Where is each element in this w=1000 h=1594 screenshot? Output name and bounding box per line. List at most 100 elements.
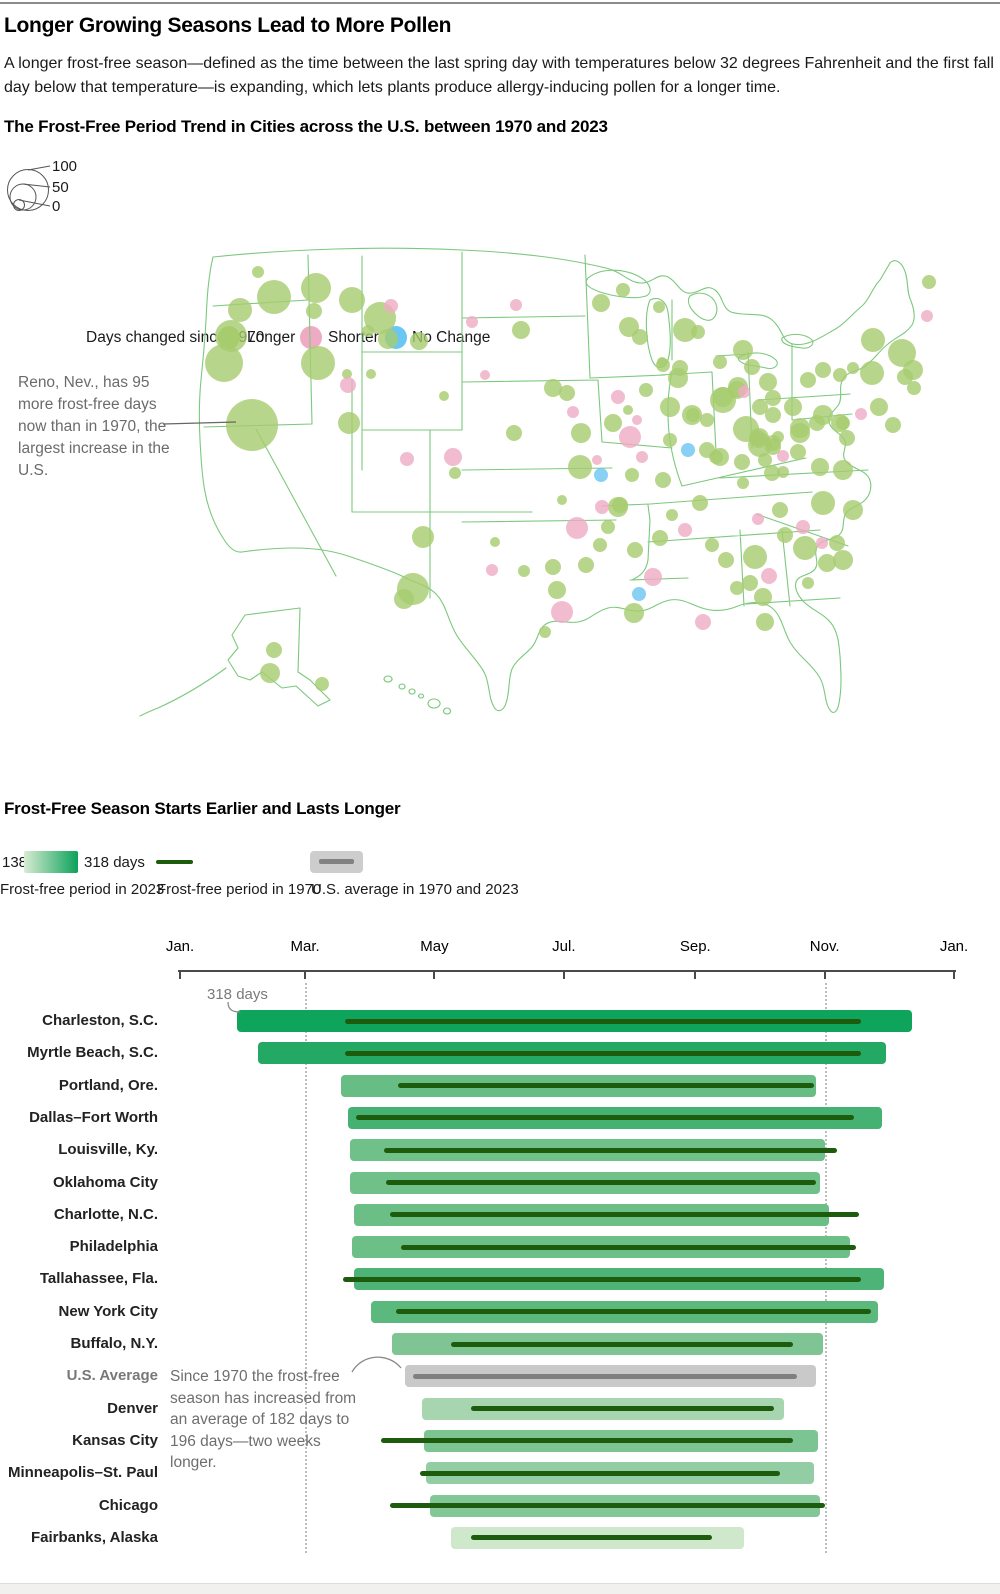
city-label: Tallahassee, Fla. — [39, 1270, 158, 1288]
city-bubble-longer — [652, 530, 668, 546]
city-bubble-longer — [734, 454, 750, 470]
gradient-max-label: 318 days — [84, 854, 145, 871]
city-bubble-longer — [506, 425, 522, 441]
size-tick-0: 0 — [52, 198, 60, 215]
city-bubble-shorter — [855, 408, 867, 420]
city-bubble-longer — [784, 398, 802, 416]
city-bubble-longer — [342, 369, 352, 379]
city-bubble-no-change — [632, 587, 646, 601]
city-bubble-longer — [686, 408, 700, 422]
intro-text: A longer frost-free season—defined as th… — [4, 55, 994, 96]
city-bubble-longer — [713, 387, 733, 407]
city-bubble-longer — [764, 465, 780, 481]
city-bubble-longer — [793, 536, 817, 560]
line-1970 — [345, 1018, 861, 1024]
city-bubble-longer — [639, 383, 653, 397]
city-bubble-shorter — [796, 520, 810, 534]
city-bubble-longer — [394, 589, 414, 609]
month-label-1: Mar. — [290, 938, 320, 955]
line-1970 — [470, 1406, 774, 1412]
legend-1970-label: Frost-free period in 1970 — [157, 881, 322, 898]
us-average-swatch-line-icon — [319, 859, 354, 864]
city-bubble-longer — [800, 372, 816, 388]
top-rule — [0, 2, 1000, 4]
line-1970 — [343, 1276, 861, 1282]
city-label: U.S. Average — [66, 1367, 158, 1385]
city-bubble-longer — [612, 497, 628, 513]
month-tick — [179, 971, 181, 979]
line-1970 — [381, 1438, 793, 1444]
city-bubble-no-change — [681, 443, 695, 457]
city-bubble-longer — [743, 545, 767, 569]
city-bubble-longer — [860, 361, 884, 385]
city-bubble-longer — [742, 575, 758, 591]
city-bubble-longer — [713, 355, 727, 369]
city-bubble-longer — [215, 320, 247, 352]
city-bubble-shorter — [738, 386, 750, 398]
legend-no-change-label: No Change — [412, 329, 491, 346]
month-label-5: Nov. — [809, 938, 840, 955]
city-bubble-longer — [700, 413, 714, 427]
city-bubble-longer — [228, 298, 252, 322]
city-bubble-longer — [818, 554, 836, 572]
city-bubble-shorter — [752, 513, 764, 525]
city-bubble-longer — [772, 502, 788, 518]
city-bubble-longer — [756, 613, 774, 631]
line-1970 — [389, 1503, 825, 1508]
city-label: Dallas–Fort Worth — [29, 1108, 158, 1126]
city-bubble-longer — [559, 385, 575, 401]
city-bubble-longer — [655, 472, 671, 488]
city-bubble-longer — [624, 603, 644, 623]
city-bubble-longer — [601, 520, 615, 534]
city-bubble-longer — [759, 373, 777, 391]
bars-section-title: Frost-Free Season Starts Earlier and Las… — [4, 799, 401, 818]
city-label: Kansas City — [72, 1431, 158, 1449]
city-bubble-longer — [544, 379, 562, 397]
city-label: Philadelphia — [69, 1238, 158, 1256]
city-label: Chicago — [98, 1496, 158, 1514]
shorter-dot-icon — [300, 326, 322, 349]
city-bubble-longer — [663, 433, 677, 447]
city-bubble-longer — [922, 275, 936, 289]
city-bubble-longer — [306, 303, 322, 319]
month-label-4: Sep. — [679, 938, 711, 955]
month-tick — [433, 971, 436, 979]
city-bubble-longer — [616, 283, 630, 297]
city-bubble-longer — [627, 542, 643, 558]
city-bubble-longer — [315, 677, 329, 691]
size-tick-100: 100 — [52, 158, 77, 175]
city-label: Fairbanks, Alaska — [30, 1528, 158, 1546]
city-bubble-longer — [672, 360, 688, 376]
city-bubble-longer — [512, 321, 530, 339]
city-label: New York City — [58, 1302, 158, 1320]
city-bubble-longer — [885, 417, 901, 433]
city-bubble-longer — [718, 552, 734, 568]
city-label: Portland, Ore. — [58, 1076, 158, 1094]
city-bubble-shorter — [632, 415, 642, 425]
city-bubble-shorter — [444, 448, 462, 466]
line-1970 — [356, 1115, 855, 1121]
city-bubble-longer — [815, 362, 831, 378]
gradient-swatch-icon — [24, 851, 78, 873]
us-average-swatch-icon — [310, 851, 363, 873]
city-bubble-longer — [833, 368, 847, 382]
legend-longer-label: Longer — [247, 329, 296, 346]
legend-2023-label: Frost-free period in 2023 — [0, 881, 165, 898]
month-tick — [823, 971, 826, 979]
gradient-min-label: 138 — [2, 854, 28, 871]
city-bubble-shorter — [551, 601, 573, 623]
city-bubble-longer — [733, 340, 753, 360]
city-bubble-shorter — [777, 450, 789, 462]
city-bubble-longer — [592, 294, 610, 312]
city-bubble-longer — [410, 332, 428, 350]
city-bubble-shorter — [384, 299, 398, 313]
city-bubble-longer — [711, 448, 729, 466]
month-label-0: Jan. — [165, 938, 195, 955]
city-bubble-longer — [765, 407, 781, 423]
reno-annotation: Reno, Nev., has 95 more frost-free days … — [18, 374, 170, 479]
line-1970 — [470, 1535, 713, 1541]
city-bubble-longer — [744, 359, 760, 375]
city-label: Denver — [107, 1399, 158, 1417]
us-map-outline — [139, 247, 915, 717]
city-bubble-longer — [666, 509, 678, 521]
